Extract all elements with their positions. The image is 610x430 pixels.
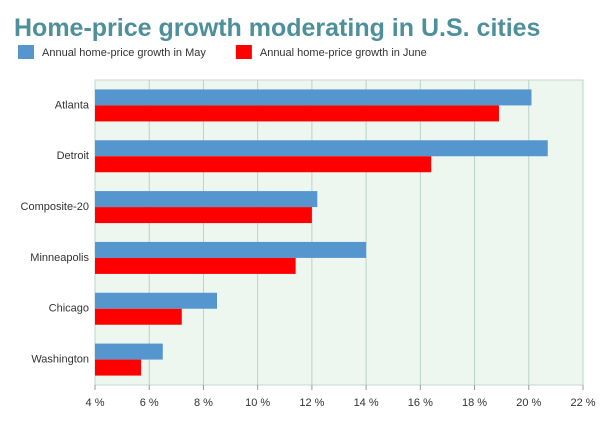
x-tick-label: 10 %: [245, 397, 270, 409]
x-tick-label: 6 %: [140, 397, 159, 409]
bar: [95, 257, 296, 274]
bar: [95, 105, 499, 122]
y-tick-label: Washington: [31, 353, 89, 365]
x-tick-label: 22 %: [570, 397, 595, 409]
bar: [95, 343, 163, 360]
plot-area: [94, 79, 584, 386]
bar: [95, 359, 142, 376]
legend-label: Annual home-price growth in May: [42, 47, 206, 59]
bar: [95, 156, 432, 173]
bar: [95, 140, 548, 157]
bar: [95, 89, 532, 106]
bar: [95, 191, 318, 208]
y-tick-label: Composite-20: [21, 201, 89, 213]
y-tick-label: Minneapolis: [30, 252, 89, 264]
x-tick-label: 16 %: [408, 397, 433, 409]
bar: [95, 207, 312, 224]
x-tick-label: 12 %: [299, 397, 324, 409]
bar: [95, 241, 367, 258]
x-tick-label: 18 %: [462, 397, 487, 409]
y-tick-label: Chicago: [49, 303, 89, 315]
bar: [95, 292, 217, 309]
x-tick-label: 8 %: [194, 397, 213, 409]
x-tick-label: 14 %: [354, 397, 379, 409]
bar: [95, 308, 182, 325]
x-tick-label: 4 %: [86, 397, 105, 409]
legend-swatch: [18, 45, 34, 59]
legend-label: Annual home-price growth in June: [260, 47, 427, 59]
legend-swatch: [235, 45, 252, 59]
x-tick-label: 20 %: [516, 397, 541, 409]
chart-title: Home-price growth moderating in U.S. cit…: [14, 14, 540, 42]
y-tick-label: Atlanta: [55, 99, 90, 111]
y-tick-label: Detroit: [57, 150, 89, 162]
